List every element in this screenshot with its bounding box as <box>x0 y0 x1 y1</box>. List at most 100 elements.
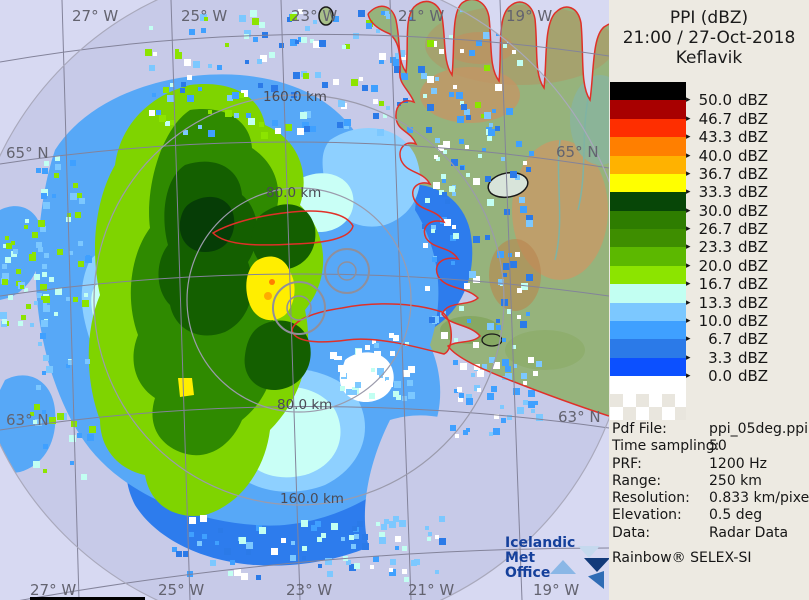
scale-label: ▸ 46.7 dBZ <box>686 109 769 128</box>
colorbar-band <box>610 192 686 211</box>
logo-triangle-icon <box>550 560 576 574</box>
logo-triangle-icon <box>584 558 610 572</box>
scale-label: ▸ 43.3 dBZ <box>686 128 769 147</box>
colorbar-band <box>610 82 686 101</box>
lon-label-top: 25° W <box>181 7 228 25</box>
tick-arrow-icon: ▸ <box>686 113 691 124</box>
imo-logo-icon <box>550 544 610 592</box>
scale-label: ▸ 50.0 dBZ <box>686 91 769 110</box>
scale-label: ▸ 33.3 dBZ <box>686 183 769 202</box>
lon-label-top: 21° W <box>398 7 445 25</box>
lon-label-top: 19° W <box>506 7 553 25</box>
lon-label-top: 27° W <box>72 7 119 25</box>
lon-label-bottom: 19° W <box>533 581 580 599</box>
colorbar-transparency-checker <box>610 394 686 420</box>
range-ring-label: 160.0 km <box>280 491 344 507</box>
meta-row: Pdf File: ppi_05deg.ppi <box>612 421 808 437</box>
lat-label-right: 63° N <box>558 408 601 426</box>
tick-arrow-icon: ▸ <box>686 168 691 179</box>
range-ring-label: 160.0 km <box>263 89 327 105</box>
scale-label: ▸ 36.7 dBZ <box>686 164 769 183</box>
range-rings <box>0 0 609 600</box>
lon-label-bottom: 25° W <box>158 581 205 599</box>
graticule <box>0 0 609 600</box>
colorbar-band <box>610 320 686 340</box>
product-name: PPI (dBZ) <box>669 8 749 28</box>
tick-arrow-icon: ▸ <box>686 279 691 290</box>
meta-row: Data: Radar Data <box>612 524 789 541</box>
panel-title: PPI (dBZ) 21:00 / 27-Oct-2018 Keflavik <box>609 8 809 68</box>
lat-label-left: 65° N <box>6 144 49 162</box>
range-ring-label: 80.0 km <box>266 185 322 201</box>
info-panel: PPI (dBZ) 21:00 / 27-Oct-2018 Keflavik <box>609 0 809 600</box>
colorbar-band <box>610 265 686 285</box>
meta-row: Elevation: 0.5 deg <box>612 507 763 524</box>
scale-label: ▸ 30.0 dBZ <box>686 201 769 220</box>
colorbar-band <box>610 155 686 174</box>
colorbar-band <box>610 137 686 156</box>
meta-row: PRF: 1200 Hz <box>612 455 767 472</box>
colorbar-band <box>610 284 686 303</box>
colorbar-band <box>610 247 686 266</box>
lon-label-top: 23° W <box>291 7 338 25</box>
scale-bar <box>30 597 145 600</box>
tick-arrow-icon: ▸ <box>686 260 691 271</box>
tick-arrow-icon: ▸ <box>686 352 691 363</box>
dbz-colorbar <box>610 82 686 420</box>
logo-triangle-icon <box>588 571 604 589</box>
lat-label-left: 63° N <box>6 411 49 429</box>
scale-label: ▸ 40.0 dBZ <box>686 146 769 165</box>
tick-arrow-icon: ▸ <box>686 205 691 216</box>
radar-map: 27° W 25° W 23° W 21° W 19° W 27° W 25° … <box>0 0 610 600</box>
tick-arrow-icon: ▸ <box>686 371 691 381</box>
coastlines <box>211 0 609 417</box>
colorbar-band-below-zero <box>610 376 686 394</box>
lon-label-bottom: 21° W <box>408 581 455 599</box>
lon-label-bottom: 27° W <box>30 581 77 599</box>
scale-label: ▸ 3.3 dBZ <box>686 348 769 367</box>
software-credit: Rainbow® SELEX-SI <box>612 550 752 567</box>
tick-arrow-icon: ▸ <box>686 334 691 345</box>
tick-arrow-icon: ▸ <box>686 187 691 198</box>
scale-label: ▸ 6.7 dBZ <box>686 330 769 349</box>
scale-label: ▸ 20.0 dBZ <box>686 256 769 275</box>
scale-label: ▸ 0.0 dBZ <box>686 367 769 385</box>
colorbar-band <box>610 302 686 321</box>
meta-row: Resolution: 0.833 km/pixel <box>612 490 809 507</box>
imo-logo-line2: Office <box>505 565 551 581</box>
radar-echoes <box>0 8 543 583</box>
scale-label: ▸ 23.3 dBZ <box>686 238 769 257</box>
colorbar-band <box>610 357 686 376</box>
colorbar-band <box>610 173 686 193</box>
timestamp: 21:00 / 27-Oct-2018 <box>622 28 796 48</box>
imo-logo-line1: Icelandic Met <box>505 535 576 566</box>
tick-arrow-icon: ▸ <box>686 150 691 161</box>
scale-label: ▸ 26.7 dBZ <box>686 220 769 238</box>
meta-row: Time sampling: 50 <box>612 438 727 455</box>
lat-label-right: 65° N <box>556 143 599 161</box>
tick-arrow-icon: ▸ <box>686 315 691 326</box>
range-ring-label: 80.0 km <box>277 397 333 413</box>
colorbar-band <box>610 339 686 358</box>
colorbar-band <box>610 229 686 248</box>
scale-label: ▸ 16.7 dBZ <box>686 275 769 294</box>
logo-triangle-icon <box>578 546 600 558</box>
tick-arrow-icon: ▸ <box>686 95 691 106</box>
scan-metadata: Pdf File: ppi_05deg.ppi Time sampling: 50 … <box>612 421 809 567</box>
radar-map-canvas <box>0 0 609 600</box>
colorbar-band <box>610 100 686 119</box>
tick-arrow-icon: ▸ <box>686 297 691 308</box>
colorbar-band <box>610 210 686 229</box>
tick-arrow-icon: ▸ <box>686 242 691 253</box>
station-name: Keflavik <box>675 48 743 68</box>
dbz-scale-labels: ▸ 50.0 dBZ ▸ 46.7 dBZ ▸ 43.3 dBZ ▸ 40.0 dBZ ▸ 36.… <box>686 82 808 385</box>
colorbar-band <box>610 118 686 138</box>
scale-label: ▸ 13.3 dBZ <box>686 293 769 312</box>
lon-label-bottom: 23° W <box>286 581 333 599</box>
meta-row: Range: 250 km <box>612 472 762 489</box>
tick-arrow-icon: ▸ <box>686 224 691 234</box>
imo-logo-text: Icelandic Met Office <box>505 536 601 581</box>
scale-label: ▸ 10.0 dBZ <box>686 311 769 330</box>
tick-arrow-icon: ▸ <box>686 132 691 143</box>
